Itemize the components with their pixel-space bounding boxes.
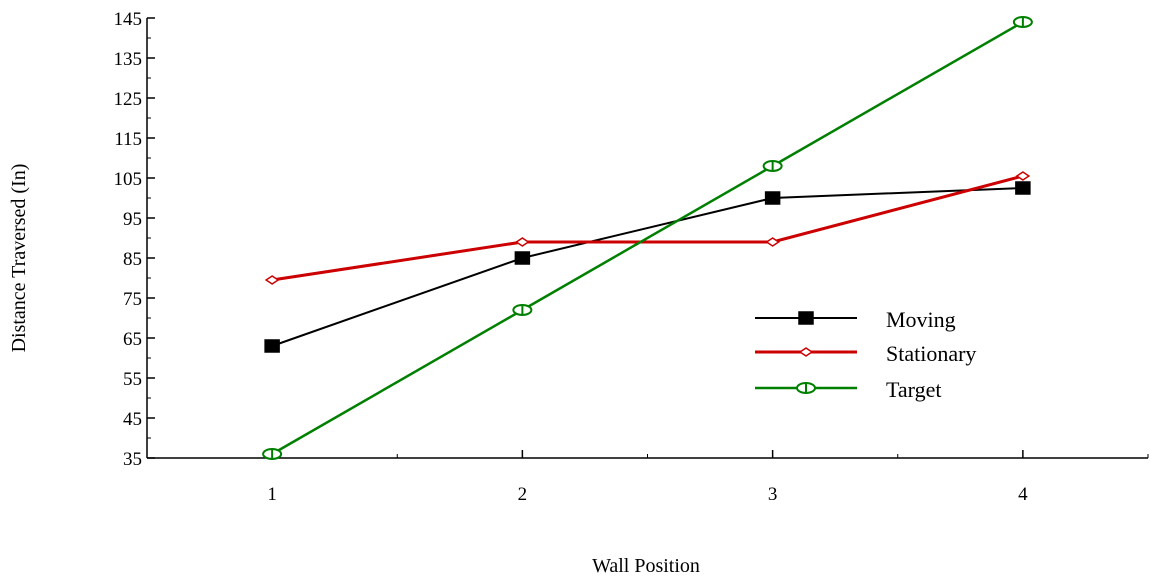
- data-point: [1015, 171, 1031, 181]
- data-point: [1012, 16, 1033, 28]
- y-tick-label: 115: [114, 129, 142, 150]
- y-tick-label: 95: [123, 209, 142, 230]
- x-tick-label: 1: [267, 484, 277, 505]
- data-point: [264, 339, 280, 353]
- legend-marker: [798, 347, 814, 357]
- y-tick-label: 35: [123, 449, 142, 470]
- y-axis-title: Distance Traversed (In): [8, 164, 30, 353]
- y-tick-label: 55: [123, 369, 142, 390]
- data-point: [1015, 181, 1031, 195]
- y-tick-label: 105: [114, 169, 143, 190]
- data-point: [264, 275, 280, 285]
- legend-entry-stationary: Stationary: [755, 341, 976, 366]
- data-point: [515, 237, 530, 247]
- data-point: [762, 160, 783, 172]
- series-stationary: [264, 171, 1031, 285]
- legend-marker: [796, 382, 816, 394]
- legend-label: Target: [886, 377, 941, 402]
- y-axis-ticks: 35 45 55 65 75 85 95 105 115 125 135 145: [114, 9, 155, 470]
- data-point: [764, 191, 781, 205]
- series-line: [271, 20, 1024, 456]
- y-tick-label: 135: [114, 49, 143, 70]
- y-tick-label: 65: [123, 329, 142, 350]
- x-axis-title: Wall Position: [592, 555, 700, 577]
- legend-label: Moving: [886, 307, 956, 332]
- data-point: [512, 304, 533, 316]
- x-tick-label: 3: [768, 484, 778, 505]
- series-layer: [262, 16, 1033, 460]
- x-tick-label: 4: [1018, 484, 1028, 505]
- y-tick-label: 45: [123, 409, 142, 430]
- legend-label: Stationary: [886, 341, 976, 366]
- x-tick-label: 2: [518, 484, 528, 505]
- data-point: [514, 251, 531, 265]
- series-target: [262, 16, 1033, 460]
- data-point: [765, 237, 780, 247]
- series-line: [271, 187, 1023, 347]
- legend-marker: [798, 311, 814, 325]
- data-point: [262, 448, 283, 460]
- y-tick-label: 85: [123, 249, 142, 270]
- x-axis-ticks: 1 2 3 4: [267, 450, 1149, 505]
- legend-entry-target: Target: [755, 377, 941, 402]
- y-tick-label: 75: [123, 289, 142, 310]
- legend-entry-moving: Moving: [755, 307, 956, 332]
- y-tick-label: 145: [114, 9, 143, 30]
- y-tick-label: 125: [114, 89, 143, 110]
- series-line: [271, 174, 1024, 282]
- legend: Moving Stationary Target: [755, 307, 976, 402]
- series-moving: [264, 181, 1031, 353]
